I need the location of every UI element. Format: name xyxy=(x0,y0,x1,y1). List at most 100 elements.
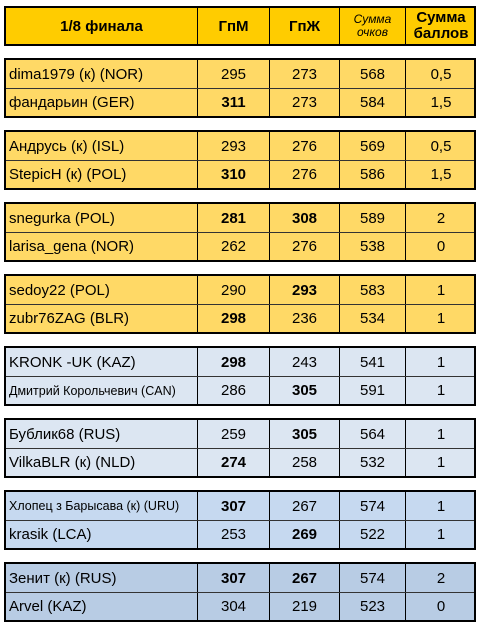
player-name: Хлопец з Барысава (к) (URU) xyxy=(6,492,198,520)
table-row: snegurka (POL) 281 308 589 2 xyxy=(6,204,474,232)
match-group: Андрусь (к) (ISL) 293 276 569 0,5 StepicH (к)… xyxy=(4,130,476,190)
group-spacer xyxy=(4,478,476,490)
sum-points: 583 xyxy=(340,276,406,304)
gpm-score: 298 xyxy=(198,305,270,332)
sum-points: 523 xyxy=(340,593,406,620)
player-name: VilkaBLR (к) (NLD) xyxy=(6,449,198,476)
table-row: dima1979 (к) (NOR) 295 273 568 0,5 xyxy=(6,60,474,88)
sum-points: 591 xyxy=(340,377,406,404)
player-name: KRONK -UK (KAZ) xyxy=(6,348,198,376)
gpz-score: 258 xyxy=(270,449,340,476)
total-score: 2 xyxy=(436,569,446,587)
match-group: dima1979 (к) (NOR) 295 273 568 0,5 фандарьин … xyxy=(4,58,476,118)
match-group: snegurka (POL) 281 308 589 2 larisa_gena (NOR… xyxy=(4,202,476,262)
player-name: krasik (LCA) xyxy=(6,521,198,548)
header-sum-points: Сумма очков xyxy=(340,8,406,44)
group-spacer xyxy=(4,190,476,202)
table-row: Зенит (к) (RUS) 307 267 574 2 xyxy=(6,564,474,592)
sum-points: 541 xyxy=(340,348,406,376)
total-score: 2 xyxy=(436,209,446,227)
gpz-score: 308 xyxy=(270,204,340,232)
player-name: dima1979 (к) (NOR) xyxy=(6,60,198,88)
gpz-score: 219 xyxy=(270,593,340,620)
sum-points: 569 xyxy=(340,132,406,160)
results-table: 1/8 финала ГпМ ГпЖ Сумма очков Сумма бал… xyxy=(4,6,476,622)
total-score: 1 xyxy=(436,310,446,327)
match-group: KRONK -UK (KAZ) 298 243 541 1 Дмитрий Корольч… xyxy=(4,346,476,406)
table-row: larisa_gena (NOR) 262 276 538 0 xyxy=(6,232,474,260)
player-name: sedoy22 (POL) xyxy=(6,276,198,304)
total-score: 1,5 xyxy=(430,166,452,183)
group-spacer xyxy=(4,334,476,346)
sum-points: 538 xyxy=(340,233,406,260)
table-row: Дмитрий Корольчевич (CAN) 286 305 591 1 xyxy=(6,376,474,404)
sum-points: 586 xyxy=(340,161,406,188)
table-row: фандарьин (GER) 311 273 584 1,5 xyxy=(6,88,474,116)
header-gpm: ГпМ xyxy=(198,8,270,44)
gpz-score: 293 xyxy=(270,276,340,304)
table-row: Бублик68 (RUS) 259 305 564 1 xyxy=(6,420,474,448)
table-row: KRONK -UK (KAZ) 298 243 541 1 xyxy=(6,348,474,376)
total-score: 1 xyxy=(436,382,446,399)
gpm-score: 274 xyxy=(198,449,270,476)
match-group: sedoy22 (POL) 290 293 583 1 zubr76ZAG (BLR) 29… xyxy=(4,274,476,334)
total-score: 1,5 xyxy=(430,94,452,111)
player-name: larisa_gena (NOR) xyxy=(6,233,198,260)
group-spacer xyxy=(4,406,476,418)
gpz-score: 273 xyxy=(270,60,340,88)
player-name: snegurka (POL) xyxy=(6,204,198,232)
table-row: Андрусь (к) (ISL) 293 276 569 0,5 xyxy=(6,132,474,160)
gpz-score: 243 xyxy=(270,348,340,376)
sum-points: 532 xyxy=(340,449,406,476)
header-total-score: Сумма баллов xyxy=(406,8,476,44)
gpz-score: 276 xyxy=(270,132,340,160)
sum-points: 574 xyxy=(340,492,406,520)
match-group: Хлопец з Барысава (к) (URU) 307 267 574 1 kra… xyxy=(4,490,476,550)
header-sum-line1: Сумма xyxy=(353,12,392,26)
gpz-score: 305 xyxy=(270,377,340,404)
gpz-score: 236 xyxy=(270,305,340,332)
player-name: Arvel (KAZ) xyxy=(6,593,198,620)
player-name: Дмитрий Корольчевич (CAN) xyxy=(6,377,198,404)
sum-points: 522 xyxy=(340,521,406,548)
player-name: фандарьин (GER) xyxy=(6,89,198,116)
player-name: Бублик68 (RUS) xyxy=(6,420,198,448)
gpz-score: 273 xyxy=(270,89,340,116)
gpm-score: 298 xyxy=(198,348,270,376)
gpm-score: 259 xyxy=(198,420,270,448)
gpz-score: 276 xyxy=(270,233,340,260)
gpm-score: 293 xyxy=(198,132,270,160)
gpz-score: 276 xyxy=(270,161,340,188)
group-spacer xyxy=(4,46,476,58)
gpm-score: 290 xyxy=(198,276,270,304)
gpz-score: 269 xyxy=(270,521,340,548)
table-row: StepicH (к) (POL) 310 276 586 1,5 xyxy=(6,160,474,188)
gpm-score: 281 xyxy=(198,204,270,232)
header-pts-line1: Сумма xyxy=(416,9,466,26)
gpm-score: 307 xyxy=(198,564,270,592)
sum-points: 568 xyxy=(340,60,406,88)
player-name: zubr76ZAG (BLR) xyxy=(6,305,198,332)
gpm-score: 310 xyxy=(198,161,270,188)
sum-points: 589 xyxy=(340,204,406,232)
player-name: Андрусь (к) (ISL) xyxy=(6,132,198,160)
round-title: 1/8 финала xyxy=(6,8,198,44)
table-row: zubr76ZAG (BLR) 298 236 534 1 xyxy=(6,304,474,332)
total-score: 1 xyxy=(436,526,446,543)
group-spacer xyxy=(4,118,476,130)
match-group: Зенит (к) (RUS) 307 267 574 2 Arvel (KAZ) 304 2… xyxy=(4,562,476,622)
table-row: Хлопец з Барысава (к) (URU) 307 267 574 1 xyxy=(6,492,474,520)
table-row: sedoy22 (POL) 290 293 583 1 xyxy=(6,276,474,304)
sum-points: 534 xyxy=(340,305,406,332)
match-groups: dima1979 (к) (NOR) 295 273 568 0,5 фандарьин … xyxy=(4,46,476,622)
player-name: Зенит (к) (RUS) xyxy=(6,564,198,592)
gpm-score: 311 xyxy=(198,89,270,116)
table-row: VilkaBLR (к) (NLD) 274 258 532 1 xyxy=(6,448,474,476)
header-sum-line2: очков xyxy=(357,25,388,39)
total-score: 0 xyxy=(436,598,446,615)
total-score: 1 xyxy=(436,454,446,471)
gpm-score: 262 xyxy=(198,233,270,260)
match-group: Бублик68 (RUS) 259 305 564 1 VilkaBLR (к) (NL… xyxy=(4,418,476,478)
header-gpz: ГпЖ xyxy=(270,8,340,44)
table-header: 1/8 финала ГпМ ГпЖ Сумма очков Сумма бал… xyxy=(4,6,476,46)
